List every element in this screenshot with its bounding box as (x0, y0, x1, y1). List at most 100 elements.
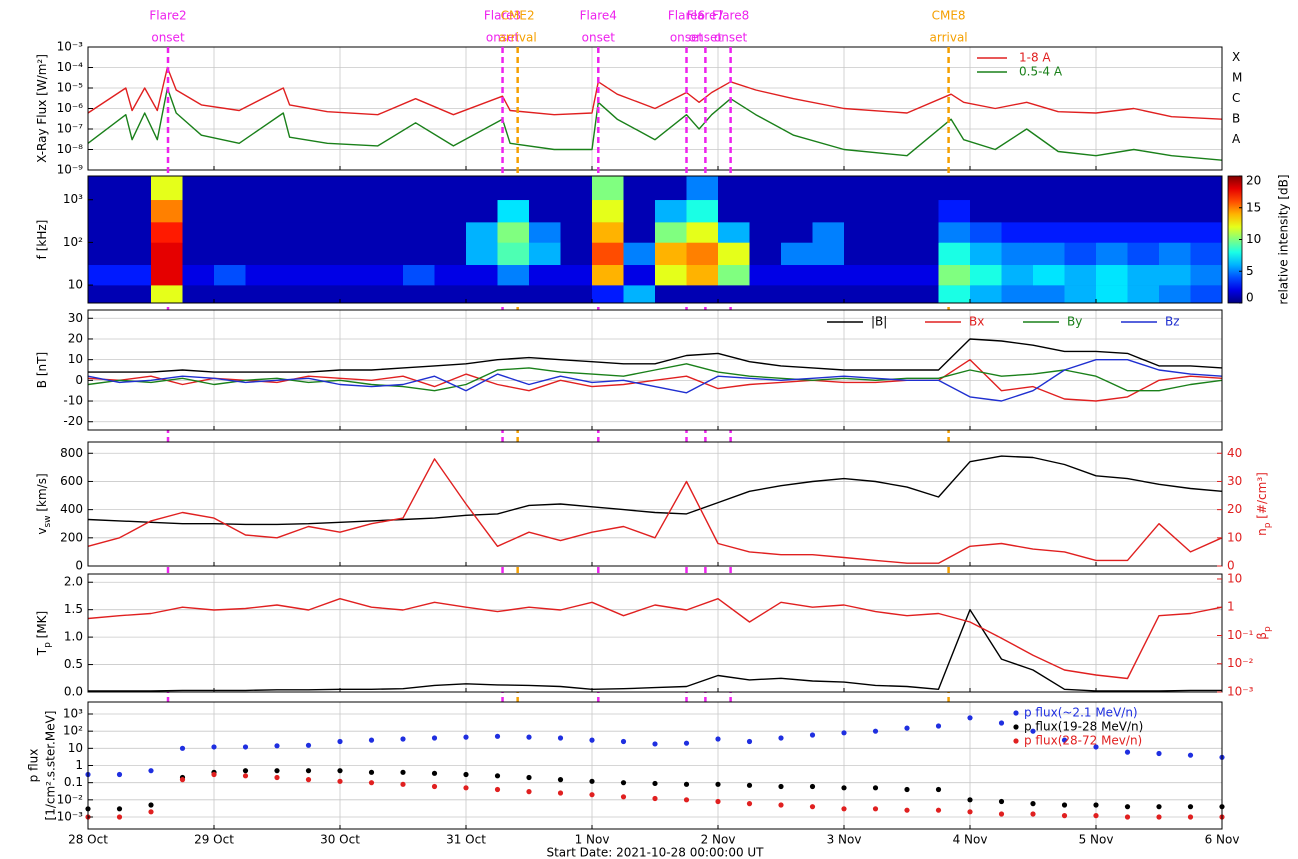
y-tick-label: 600 (60, 474, 83, 488)
heatmap-cell (781, 222, 813, 243)
data-point (432, 735, 437, 740)
heatmap-cell (592, 222, 624, 243)
data-point (936, 787, 941, 792)
y-tick-label: 0 (75, 559, 83, 573)
heatmap-cell (498, 222, 530, 243)
x-tick-label: 31 Oct (446, 833, 486, 847)
data-point (1062, 802, 1067, 807)
data-point (432, 784, 437, 789)
heatmap-cell (1191, 285, 1223, 303)
heatmap-cell (561, 222, 593, 243)
heatmap-cell (1033, 285, 1065, 303)
data-point (904, 808, 909, 813)
data-point (400, 770, 405, 775)
heatmap-cell (1128, 176, 1160, 200)
heatmap-cell (340, 222, 372, 243)
heatmap-cell (277, 200, 309, 223)
heatmap-cell (183, 176, 215, 200)
data-point (747, 783, 752, 788)
heatmap-cell (466, 285, 498, 303)
data-point (810, 732, 815, 737)
heatmap-cell (1002, 242, 1034, 265)
x-tick-label: 3 Nov (827, 833, 862, 847)
heatmap-cell (1128, 265, 1160, 286)
data-point (715, 799, 720, 804)
data-point (274, 743, 279, 748)
y-tick-label: -10 (63, 394, 83, 408)
colorbar-tick-label: 20 (1246, 174, 1261, 188)
colorbar-tick-label: 10 (1246, 232, 1261, 246)
heatmap-cell (876, 242, 908, 265)
data-point (1062, 813, 1067, 818)
heatmap-cell (561, 242, 593, 265)
data-point (999, 720, 1004, 725)
heatmap-cell (813, 222, 845, 243)
data-point (463, 785, 468, 790)
heatmap-cell (120, 200, 152, 223)
heatmap-cell (1096, 176, 1128, 200)
y-tick-label: 10⁻⁹ (57, 163, 84, 177)
heatmap-cell (624, 265, 656, 286)
heatmap-cell (1159, 176, 1191, 200)
data-point (243, 773, 248, 778)
heatmap-cell (214, 242, 246, 265)
heatmap-cell (1159, 285, 1191, 303)
heatmap-cell (1128, 200, 1160, 223)
heatmap-cell (1191, 200, 1223, 223)
y-tick-label: 10⁻² (57, 792, 84, 806)
heatmap-cell (750, 200, 782, 223)
event-label: arrival (930, 31, 968, 45)
class-label: A (1232, 132, 1241, 146)
heatmap-cell (309, 242, 341, 265)
data-point (715, 736, 720, 741)
data-point (999, 811, 1004, 816)
heatmap-cell (718, 265, 750, 286)
data-point (904, 726, 909, 731)
y-tick-label: -20 (63, 414, 83, 428)
heatmap-cell (939, 265, 971, 286)
heatmap-cell (907, 200, 939, 223)
data-point (778, 802, 783, 807)
data-point (841, 730, 846, 735)
data-point (117, 806, 122, 811)
axis-label: Tp [MK] (35, 611, 53, 656)
heatmap-cell (1159, 242, 1191, 265)
heatmap-cell (214, 176, 246, 200)
heatmap-cell (750, 265, 782, 286)
data-point (558, 777, 563, 782)
axis-label: p flux (26, 749, 40, 783)
y-tick-label: 10² (63, 724, 83, 738)
heatmap-cell (844, 242, 876, 265)
x-tick-label: 5 Nov (1079, 833, 1114, 847)
heatmap-cell (813, 176, 845, 200)
data-point (589, 792, 594, 797)
data-point (652, 796, 657, 801)
x-tick-label: 28 Oct (68, 833, 108, 847)
heatmap-cell (624, 222, 656, 243)
data-point (652, 781, 657, 786)
data-point (778, 735, 783, 740)
heatmap-cell (1159, 265, 1191, 286)
data-point (526, 735, 531, 740)
data-point (558, 790, 563, 795)
y-tick-label: 10⁻⁶ (57, 101, 84, 115)
heatmap-cell (1096, 222, 1128, 243)
data-point (306, 768, 311, 773)
heatmap-cell (435, 200, 467, 223)
data-point (1188, 814, 1193, 819)
heatmap-cell (529, 285, 561, 303)
heatmap-cell (1002, 200, 1034, 223)
heatmap-cell (1159, 222, 1191, 243)
heatmap-cell (340, 242, 372, 265)
x-tick-label: 4 Nov (953, 833, 988, 847)
heatmap-cell (498, 285, 530, 303)
heatmap-cell (592, 176, 624, 200)
data-point (369, 770, 374, 775)
heatmap-cell (1128, 242, 1160, 265)
heatmap-cell (781, 200, 813, 223)
heatmap-cell (1065, 242, 1097, 265)
heatmap-cell (939, 200, 971, 223)
heatmap-cell (372, 265, 404, 286)
data-point (1188, 753, 1193, 758)
x-tick-label: 30 Oct (320, 833, 360, 847)
